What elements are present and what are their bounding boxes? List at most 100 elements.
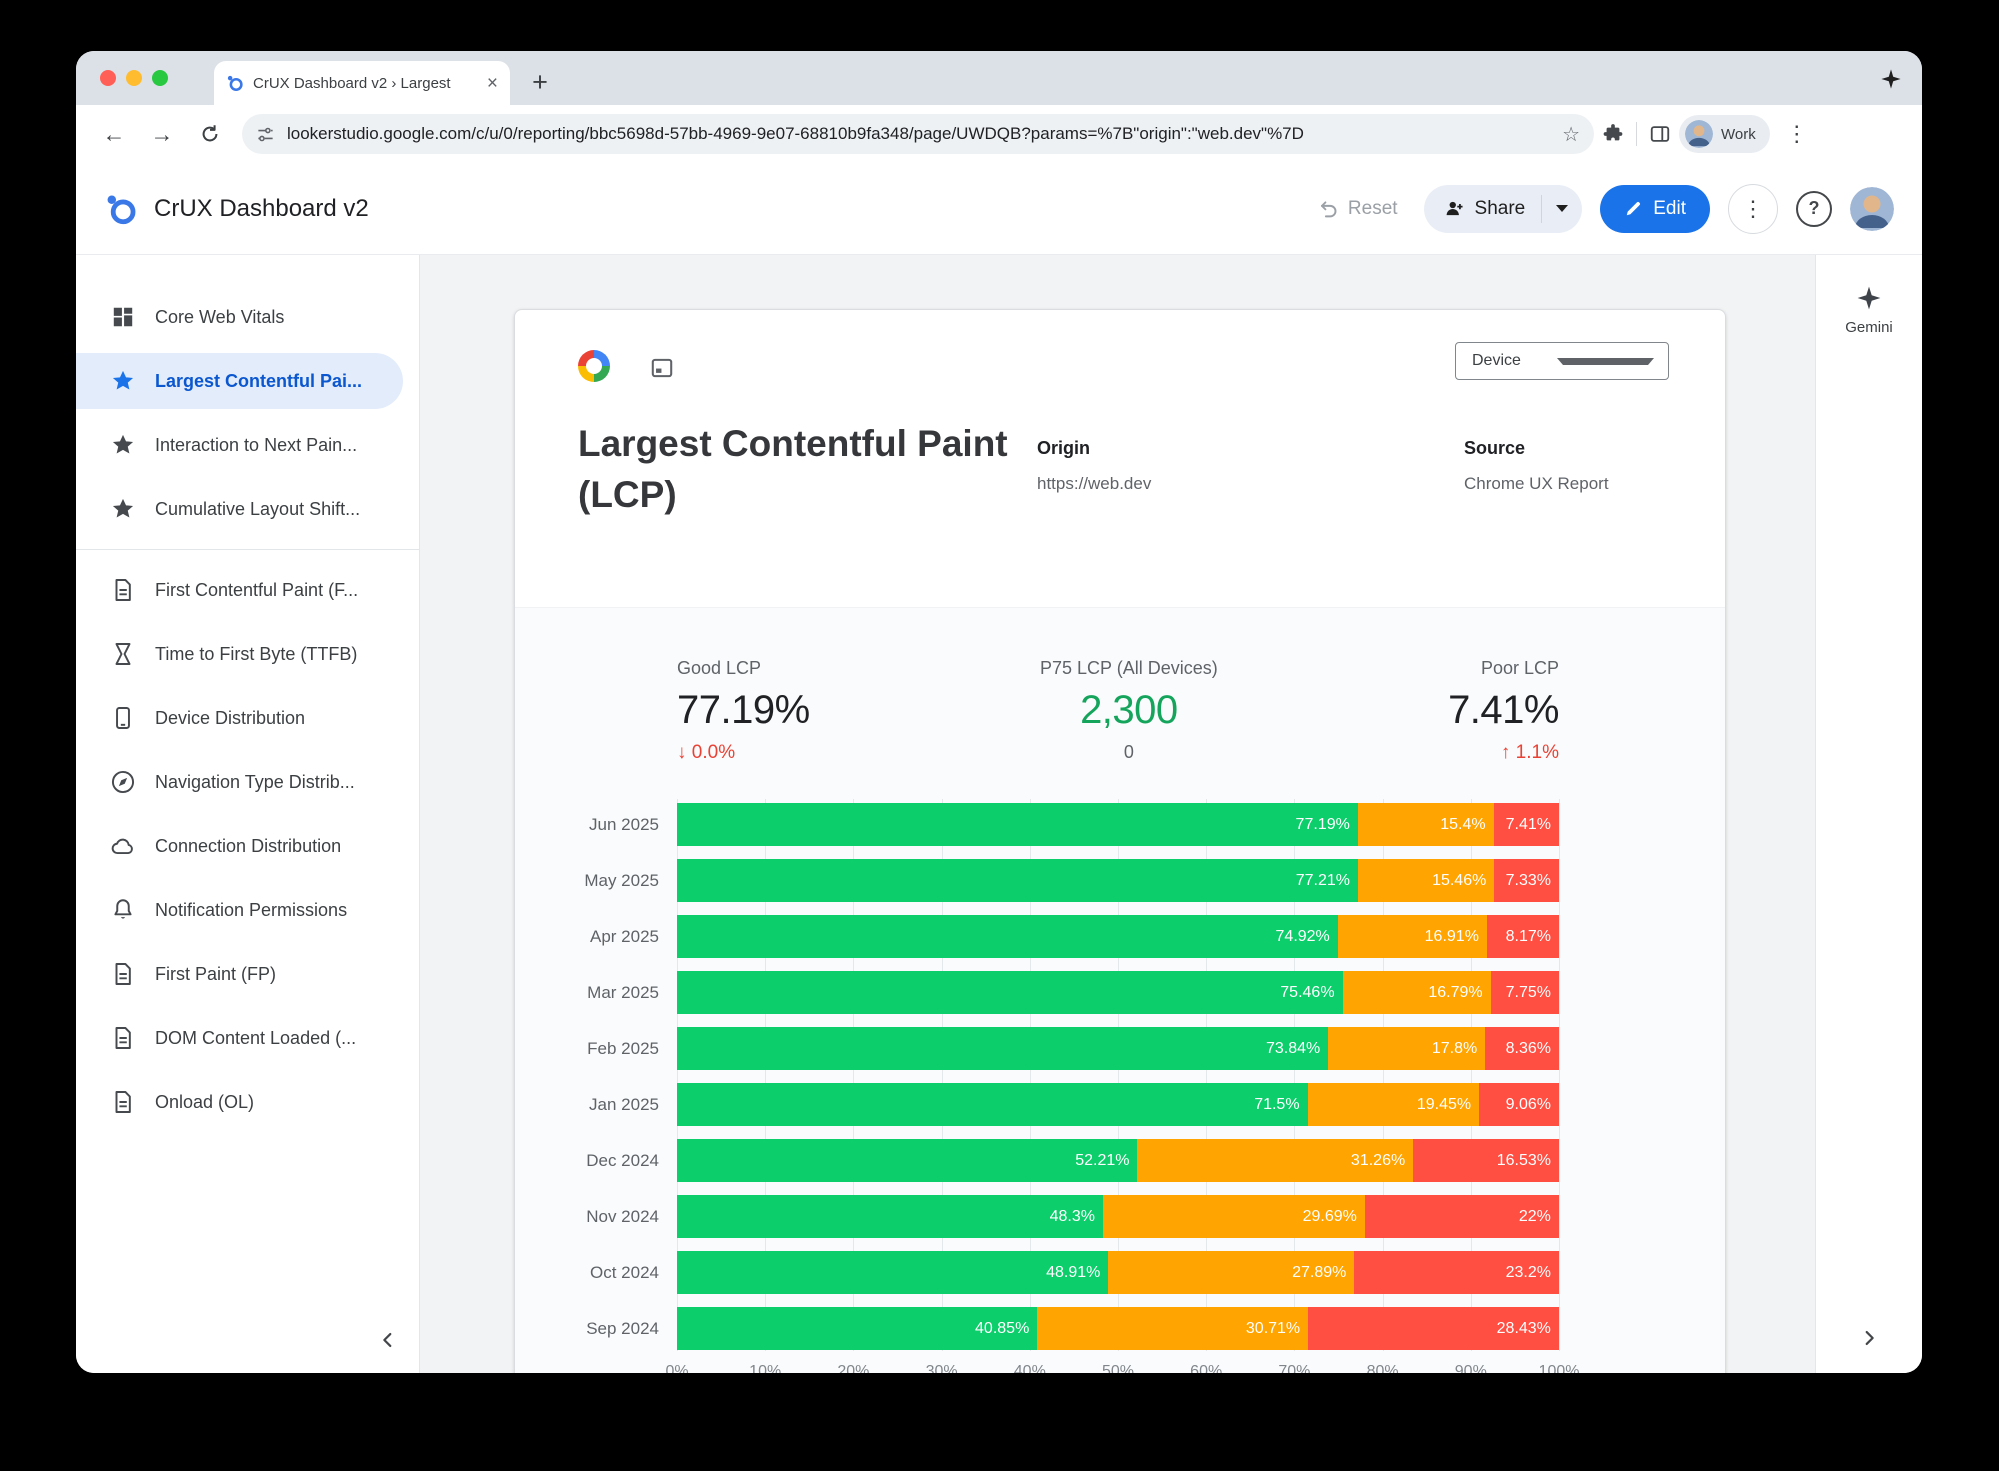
- sidebar-item-core-web-vitals[interactable]: Core Web Vitals: [76, 289, 403, 345]
- sidebar-item-first-paint[interactable]: First Paint (FP): [76, 946, 403, 1002]
- category-label: Apr 2025: [590, 926, 659, 946]
- bar-segment-poor[interactable]: 9.06%: [1479, 1083, 1559, 1126]
- side-panel-icon[interactable]: [1649, 123, 1671, 145]
- bar-segment-needs-improvement[interactable]: 19.45%: [1307, 1083, 1480, 1126]
- bar-segment-poor[interactable]: 22%: [1364, 1195, 1559, 1238]
- sidebar-item-first-contentful-paint[interactable]: First Contentful Paint (F...: [76, 562, 403, 618]
- reload-icon[interactable]: [190, 114, 230, 154]
- sidebar-item-interaction-to-next-paint[interactable]: Interaction to Next Pain...: [76, 417, 403, 473]
- gridline: [1206, 799, 1208, 1351]
- sidebar-item-navigation-type-distribution[interactable]: Navigation Type Distrib...: [76, 754, 403, 810]
- bar-value-label: 17.8%: [1431, 1039, 1478, 1057]
- sidebar-item-connection-distribution[interactable]: Connection Distribution: [76, 818, 403, 874]
- bar-segment-poor[interactable]: 23.2%: [1354, 1251, 1559, 1294]
- bar-segment-needs-improvement[interactable]: 16.91%: [1337, 915, 1487, 958]
- reset-button[interactable]: Reset: [1310, 198, 1406, 220]
- category-label: Mar 2025: [587, 982, 659, 1002]
- new-tab-button[interactable]: +: [532, 66, 548, 97]
- back-icon[interactable]: ←: [102, 120, 126, 147]
- bar-segment-poor[interactable]: 7.41%: [1493, 803, 1559, 846]
- share-options-caret[interactable]: [1542, 185, 1582, 233]
- profile-chip[interactable]: Work: [1679, 115, 1770, 153]
- edit-button[interactable]: Edit: [1600, 184, 1710, 233]
- bar-segment-poor[interactable]: 7.75%: [1490, 971, 1559, 1014]
- address-bar[interactable]: lookerstudio.google.com/c/u/0/reporting/…: [242, 114, 1594, 154]
- bar-value-label: 30.71%: [1245, 1319, 1301, 1337]
- bar-segment-good[interactable]: 77.19%: [677, 803, 1358, 846]
- bar-value-label: 15.46%: [1432, 871, 1487, 889]
- share-button[interactable]: Share: [1423, 184, 1583, 233]
- browser-menu-icon[interactable]: ⋮: [1785, 121, 1808, 146]
- more-options-icon[interactable]: ⋮: [1728, 183, 1778, 234]
- bookmark-star-icon[interactable]: ☆: [1562, 123, 1580, 146]
- crux-dashboard-icon[interactable]: [578, 350, 610, 382]
- extensions-puzzle-icon[interactable]: [1602, 123, 1624, 145]
- bar-segment-good[interactable]: 74.92%: [677, 915, 1338, 958]
- gridline: [941, 799, 943, 1351]
- edit-label: Edit: [1653, 197, 1686, 219]
- tab-organizer-icon[interactable]: [1880, 68, 1902, 90]
- sidebar-item-cumulative-layout-shift[interactable]: Cumulative Layout Shift...: [76, 481, 403, 537]
- sidebar-item-dom-content-loaded[interactable]: DOM Content Loaded (...: [76, 1010, 403, 1066]
- bar-segment-good[interactable]: 71.5%: [677, 1083, 1308, 1126]
- bar-segment-good[interactable]: 75.46%: [677, 971, 1343, 1014]
- bar-segment-needs-improvement[interactable]: 29.69%: [1103, 1195, 1365, 1238]
- sidebar-item-label: Interaction to Next Pain...: [155, 434, 358, 455]
- bar-segment-good[interactable]: 77.21%: [677, 859, 1358, 902]
- stacked-bar: 77.19% 15.4% 7.41%: [677, 803, 1559, 846]
- lcp-trend-chart: Jun 2025 77.19% 15.4% 7.41% May 2025 77.21% 15…: [515, 799, 1725, 1373]
- delta-down-icon: ↓: [677, 742, 687, 763]
- bar-segment-good[interactable]: 48.3%: [677, 1195, 1103, 1238]
- bar-segment-poor[interactable]: 28.43%: [1308, 1307, 1559, 1350]
- bar-value-label: 73.84%: [1266, 1039, 1321, 1057]
- sidebar-item-largest-contentful-paint[interactable]: Largest Contentful Pai...: [76, 353, 403, 409]
- x-tick-label: 80%: [1366, 1363, 1399, 1373]
- bar-segment-good[interactable]: 40.85%: [677, 1307, 1038, 1350]
- bar-segment-poor[interactable]: 8.36%: [1485, 1027, 1559, 1070]
- sidebar-item-label: First Contentful Paint (F...: [155, 579, 359, 600]
- sidebar-item-label: Connection Distribution: [155, 835, 342, 856]
- looker-studio-logo: [104, 192, 138, 226]
- gemini-button[interactable]: Gemini: [1816, 285, 1922, 336]
- sidebar-item-onload[interactable]: Onload (OL): [76, 1074, 403, 1130]
- bar-segment-needs-improvement[interactable]: 17.8%: [1328, 1027, 1486, 1070]
- bar-segment-needs-improvement[interactable]: 15.46%: [1357, 859, 1495, 902]
- sidebar-item-notification-permissions[interactable]: Notification Permissions: [76, 882, 403, 938]
- gridline: [1470, 799, 1472, 1351]
- bar-segment-poor[interactable]: 8.17%: [1486, 915, 1559, 958]
- bar-segment-needs-improvement[interactable]: 30.71%: [1037, 1307, 1309, 1350]
- bar-value-label: 23.2%: [1505, 1263, 1551, 1281]
- tab-close-icon[interactable]: ×: [486, 72, 498, 94]
- origin-block: Origin https://web.dev: [1037, 438, 1151, 494]
- cloud-icon: [110, 833, 136, 859]
- bar-segment-poor[interactable]: 16.53%: [1413, 1139, 1559, 1182]
- panel-expand-button[interactable]: [1816, 1327, 1922, 1349]
- close-window-button[interactable]: [100, 70, 116, 86]
- forward-icon[interactable]: →: [150, 120, 174, 147]
- bar-segment-needs-improvement[interactable]: 27.89%: [1108, 1251, 1355, 1294]
- source-block: Source Chrome UX Report: [1464, 438, 1609, 494]
- bar-segment-good[interactable]: 73.84%: [677, 1027, 1329, 1070]
- gridline: [1118, 799, 1119, 1351]
- zoom-window-button[interactable]: [152, 70, 168, 86]
- bar-value-label: 16.53%: [1496, 1151, 1551, 1169]
- device-filter-dropdown[interactable]: Device: [1455, 342, 1669, 380]
- bar-segment-needs-improvement[interactable]: 15.4%: [1357, 803, 1494, 846]
- sidebar-collapse-button[interactable]: [377, 1329, 399, 1351]
- frame-icon[interactable]: [649, 355, 675, 381]
- bar-segment-poor[interactable]: 7.33%: [1494, 859, 1559, 902]
- sidebar-item-time-to-first-byte[interactable]: Time to First Byte (TTFB): [76, 626, 403, 682]
- bar-segment-good[interactable]: 48.91%: [677, 1251, 1109, 1294]
- bar-segment-good[interactable]: 52.21%: [677, 1139, 1138, 1182]
- phone-icon: [110, 705, 136, 731]
- browser-tab[interactable]: CrUX Dashboard v2 › Largest ×: [214, 61, 510, 105]
- minimize-window-button[interactable]: [126, 70, 142, 86]
- account-avatar[interactable]: [1850, 186, 1894, 231]
- help-icon[interactable]: ?: [1796, 190, 1832, 227]
- x-tick-label: 90%: [1454, 1363, 1487, 1373]
- bar-segment-needs-improvement[interactable]: 31.26%: [1137, 1139, 1414, 1182]
- site-info-icon[interactable]: [256, 125, 275, 144]
- sidebar-item-device-distribution[interactable]: Device Distribution: [76, 690, 403, 746]
- bar-value-label: 74.92%: [1275, 927, 1330, 945]
- bar-segment-needs-improvement[interactable]: 16.79%: [1342, 971, 1491, 1014]
